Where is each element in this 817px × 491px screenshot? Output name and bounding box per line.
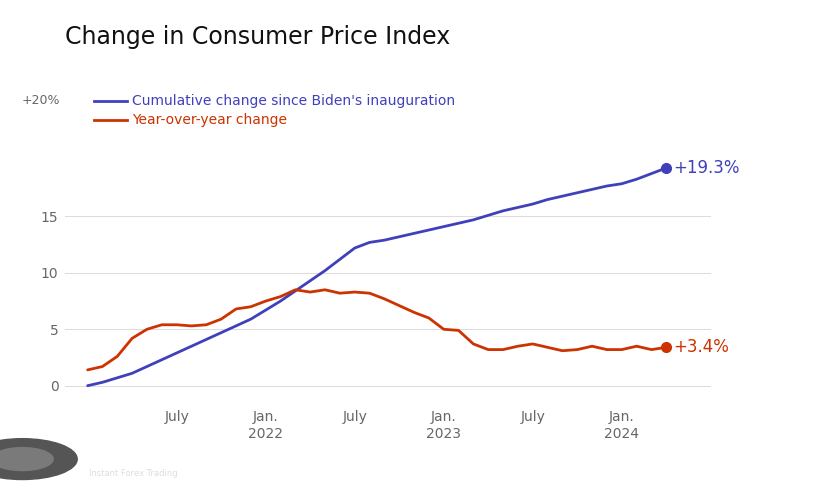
Text: Instant Forex Trading: Instant Forex Trading bbox=[89, 468, 178, 478]
Text: +3.4%: +3.4% bbox=[674, 338, 730, 356]
Circle shape bbox=[0, 448, 53, 470]
Text: +20%: +20% bbox=[21, 94, 60, 107]
Circle shape bbox=[0, 438, 77, 480]
Text: instaforex: instaforex bbox=[89, 443, 161, 456]
Text: Year-over-year change: Year-over-year change bbox=[132, 113, 288, 127]
Text: +19.3%: +19.3% bbox=[674, 159, 740, 177]
Text: Cumulative change since Biden's inauguration: Cumulative change since Biden's inaugura… bbox=[132, 94, 456, 108]
Text: Change in Consumer Price Index: Change in Consumer Price Index bbox=[65, 25, 451, 49]
